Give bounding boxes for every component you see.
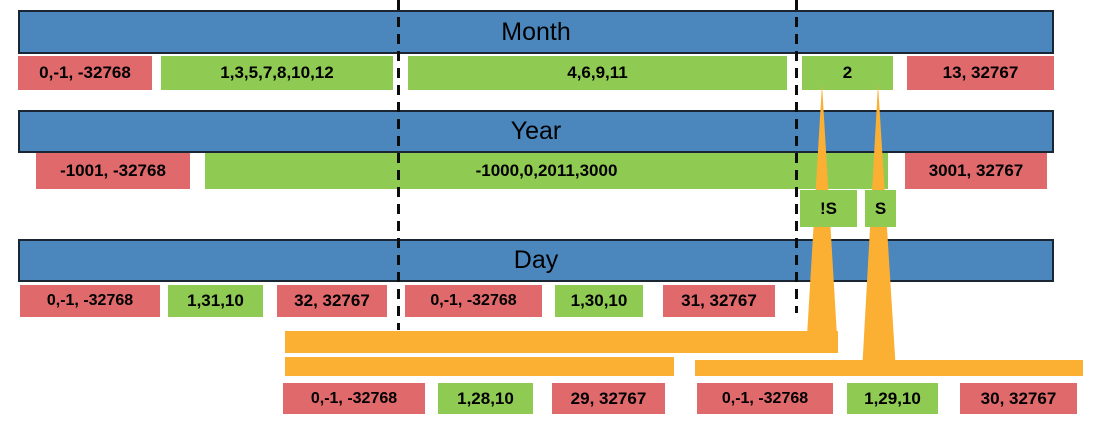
month-class-invalid-low: 0,-1, -32768 (18, 56, 152, 90)
partition-divider-line-left (397, 0, 400, 330)
year-class-valid: -1000,0,2011,3000 (205, 153, 888, 189)
feb-leap-range-bar (695, 360, 1083, 376)
feb28-class-invalid-low: 0,-1, -32768 (283, 383, 425, 414)
month-class-31-day-months: 1,3,5,7,8,10,12 (161, 56, 393, 90)
feb-not-leap-range-bar (285, 357, 674, 376)
feb28-class-valid: 1,28,10 (438, 383, 533, 414)
day31-class-invalid-low: 0,-1, -32768 (20, 285, 160, 317)
feb29-class-invalid-high: 30, 32767 (960, 383, 1077, 414)
day31-class-valid: 1,31,10 (168, 285, 263, 317)
day30-class-valid: 1,30,10 (555, 285, 643, 317)
month-class-february: 2 (802, 56, 893, 90)
day31-class-invalid-high: 32, 32767 (277, 285, 387, 317)
day30-class-invalid-low: 0,-1, -32768 (405, 285, 542, 317)
month-class-30-day-months: 4,6,9,11 (408, 56, 787, 90)
feb-not-leap-connector-bar (285, 331, 838, 353)
partition-divider-line-right (795, 0, 798, 313)
not-special-year-flag: !S (800, 190, 857, 227)
day-bar: Day (18, 239, 1054, 282)
year-bar: Year (18, 110, 1054, 153)
year-bar-title: Year (510, 117, 562, 145)
day-bar-title: Day (513, 246, 559, 274)
special-year-flag: S (865, 190, 896, 227)
year-class-invalid-low: -1001, -32768 (36, 153, 190, 189)
month-bar: Month (18, 10, 1054, 54)
feb29-class-invalid-low: 0,-1, -32768 (697, 383, 833, 414)
feb29-class-valid: 1,29,10 (847, 383, 938, 414)
year-class-invalid-high: 3001, 32767 (905, 153, 1047, 189)
month-bar-title: Month (501, 17, 571, 46)
month-class-invalid-high: 13, 32767 (907, 56, 1054, 90)
feb28-class-invalid-high: 29, 32767 (552, 383, 665, 414)
day30-class-invalid-high: 31, 32767 (663, 285, 775, 317)
